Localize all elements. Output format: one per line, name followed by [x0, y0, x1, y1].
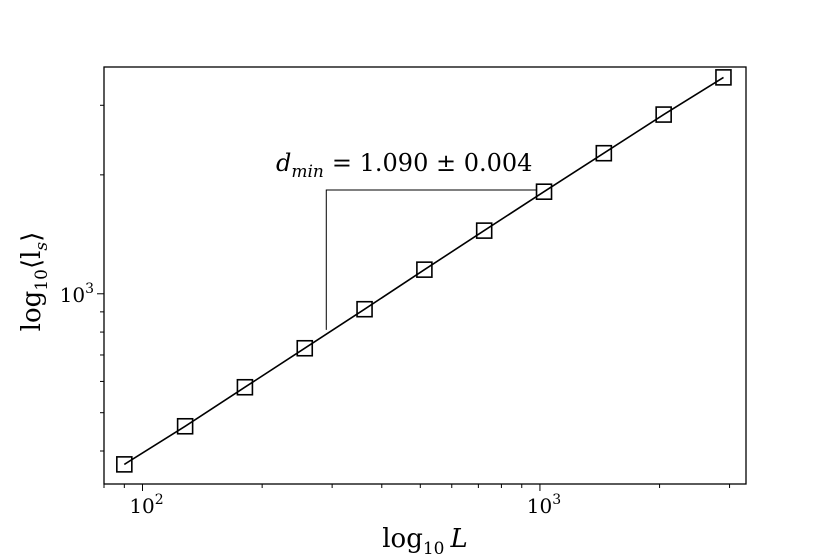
slope-annotation: dmin = 1.090 ± 0.004 — [276, 149, 537, 330]
plot-border — [103, 66, 747, 485]
x-axis-label: log10 L — [382, 524, 468, 554]
data-point — [176, 417, 194, 435]
slope-annotation-text: dmin = 1.090 ± 0.004 — [276, 149, 532, 182]
tick-labels: 102 103 103 — [60, 281, 561, 518]
y-tick-label: 103 — [60, 281, 94, 307]
data-point — [535, 183, 553, 200]
data-point — [475, 222, 493, 239]
x-tick-label: 102 — [129, 492, 163, 518]
axis-ticks — [97, 104, 731, 491]
data-point — [595, 144, 613, 162]
data-point — [655, 106, 672, 123]
data-point — [356, 300, 373, 318]
y-axis-label: log10⟨ls⟩ — [17, 232, 52, 332]
x-tick-label: 103 — [527, 492, 561, 518]
slope-bracket — [325, 189, 537, 330]
data-point — [715, 69, 732, 86]
data-markers — [116, 69, 732, 473]
data-point — [116, 456, 133, 473]
data-point — [416, 261, 433, 278]
data-point — [296, 339, 314, 357]
plot-frame — [103, 66, 747, 485]
series-line — [123, 76, 724, 466]
data-point — [236, 378, 254, 396]
fit-line — [123, 76, 724, 466]
